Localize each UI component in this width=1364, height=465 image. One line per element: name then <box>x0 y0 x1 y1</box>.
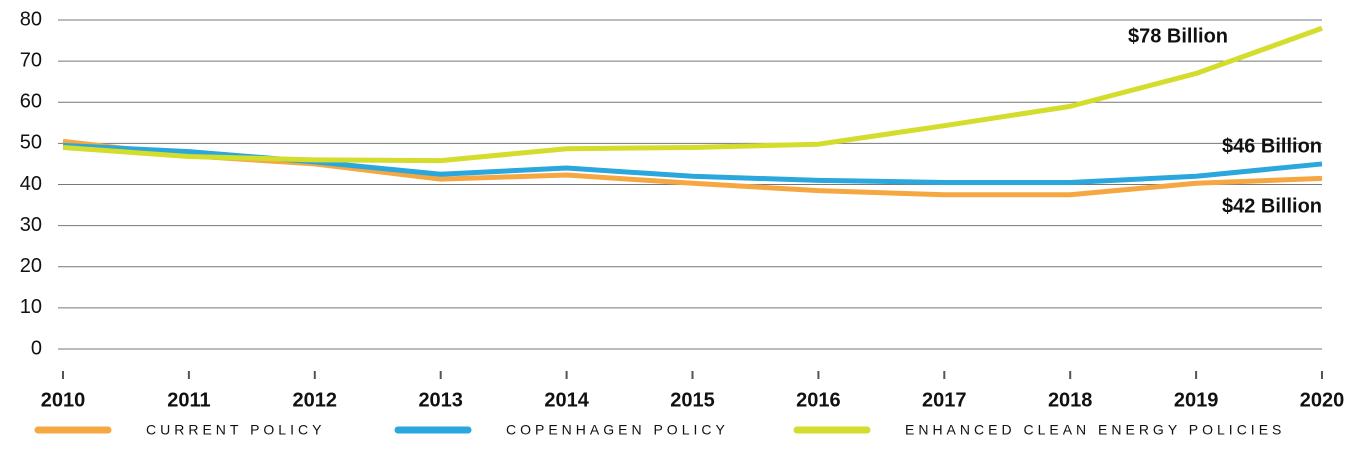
x-tick-label: 2014 <box>544 389 589 411</box>
annotation: $78 Billion <box>1128 25 1228 47</box>
x-tick-label: 2010 <box>41 389 86 411</box>
line-series <box>62 142 1323 185</box>
x-tick-label: 2019 <box>1174 389 1219 411</box>
y-tick-label: 20 <box>20 255 42 277</box>
x-tick-label: 2011 <box>167 389 210 411</box>
annotation: $42 Billion <box>1222 195 1322 217</box>
y-tick-label: 70 <box>20 49 42 71</box>
y-tick-label: 0 <box>31 337 42 359</box>
x-tick-label: 2017 <box>922 389 967 411</box>
legend-label: ENHANCED CLEAN ENERGY POLICIES <box>905 422 1285 438</box>
y-tick-label: 80 <box>20 8 42 30</box>
x-tick-label: 2016 <box>796 389 841 411</box>
x-tick-label: 2015 <box>670 389 715 411</box>
legend-label: COPENHAGEN POLICY <box>506 422 729 438</box>
x-tick-label: 2020 <box>1300 389 1345 411</box>
line-series <box>62 25 1323 164</box>
y-tick-label: 10 <box>20 296 42 318</box>
y-tick-label: 50 <box>20 132 42 154</box>
y-tick-label: 60 <box>20 91 42 113</box>
annotation: $46 Billion <box>1222 135 1322 157</box>
x-tick-label: 2012 <box>293 389 338 411</box>
legend-label: CURRENT POLICY <box>146 422 325 438</box>
x-tick-label: 2013 <box>418 389 463 411</box>
x-tick-label: 2018 <box>1048 389 1093 411</box>
y-tick-label: 40 <box>20 173 42 195</box>
y-tick-label: 30 <box>20 214 42 236</box>
